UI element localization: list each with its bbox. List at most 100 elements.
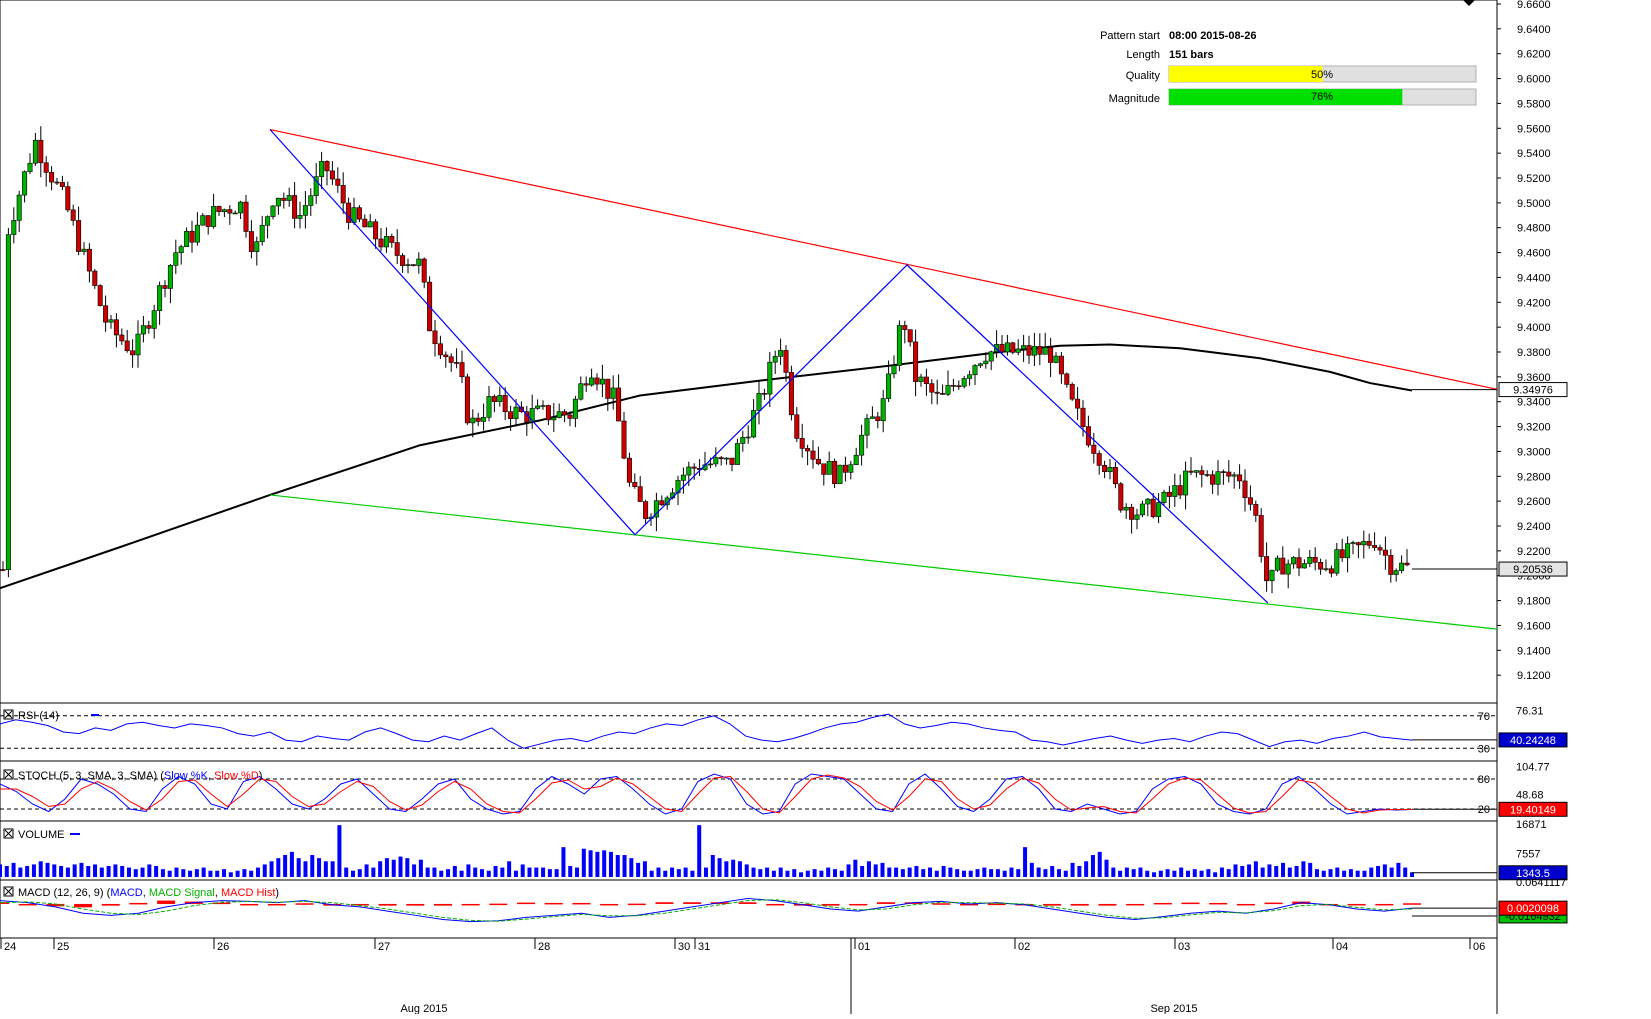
volume-bar: [541, 867, 546, 877]
candle: [1377, 544, 1383, 556]
ma-price-label: 9.34976: [1513, 385, 1553, 397]
price-tick-label: 9.4800: [1517, 223, 1551, 235]
candle: [972, 363, 978, 386]
pattern-info-panel: Pattern start 08:00 2015-08-26 Length 15…: [1100, 30, 1477, 106]
candle: [551, 402, 557, 433]
macd-hist-bar: [461, 903, 480, 906]
candle: [389, 233, 395, 248]
candle: [1015, 339, 1021, 356]
candle: [977, 362, 983, 368]
last-price-box: 9.20536: [1412, 561, 1568, 577]
candle: [432, 319, 438, 357]
volume-bar: [317, 858, 322, 877]
macd-hist-bar: [350, 903, 369, 906]
volume-bar: [235, 870, 240, 877]
volume-bar: [1335, 867, 1340, 877]
candle: [572, 395, 578, 428]
volume-bar: [771, 870, 776, 877]
volume-bar: [378, 861, 383, 877]
volume-bar: [86, 866, 91, 877]
volume-bar: [1070, 862, 1075, 877]
macd-hist-bar: [1043, 903, 1062, 906]
candle: [967, 370, 973, 386]
volume-bar: [758, 869, 763, 877]
candle: [535, 399, 541, 410]
volume-bar: [79, 862, 84, 877]
candle: [486, 385, 492, 422]
candle: [837, 464, 843, 485]
candle: [1334, 543, 1340, 576]
x-axis-day-label: 03: [1178, 941, 1190, 953]
stoch-value-label: 19.40149: [1510, 804, 1556, 816]
candle: [97, 284, 103, 307]
candle: [772, 350, 778, 374]
price-tick-label: 9.5800: [1517, 98, 1551, 110]
volume-bar: [1369, 867, 1374, 877]
svg-text:STOCH (5, 3, SMA, 3, SMA) (Slo: STOCH (5, 3, SMA, 3, SMA) (Slow %K, Slow…: [18, 770, 262, 782]
candle: [356, 205, 362, 223]
candle: [173, 239, 179, 275]
rsi-line: [0, 713, 1413, 749]
volume-bar: [744, 864, 749, 877]
candle: [729, 457, 735, 472]
candle: [891, 355, 897, 379]
scroll-marker-icon[interactable]: [1463, 0, 1475, 6]
price-tick-label: 9.5200: [1517, 173, 1551, 185]
magnitude-label: Magnitude: [1109, 93, 1160, 105]
price-tick-label: 9.3000: [1517, 446, 1551, 458]
macd-hist-bar: [1153, 902, 1172, 905]
indicator-tick-label: 0.0641117: [1516, 877, 1566, 889]
volume-bar: [765, 867, 770, 877]
candle: [869, 406, 875, 419]
volume-bar: [887, 867, 892, 877]
volume-bar: [839, 870, 844, 877]
candle: [659, 495, 665, 507]
candle: [265, 215, 271, 239]
volume-bar: [181, 869, 186, 877]
candle: [1075, 387, 1081, 421]
candle: [929, 379, 935, 405]
volume-bar: [799, 872, 804, 877]
candle: [842, 456, 848, 482]
candle: [1183, 461, 1189, 510]
volume-bar: [255, 867, 260, 877]
last-price-label: 9.20536: [1513, 564, 1553, 576]
candle: [162, 280, 168, 298]
length-label: Length: [1126, 49, 1160, 61]
volume-bar: [351, 870, 355, 877]
candle: [400, 253, 406, 273]
candle: [216, 205, 222, 216]
volume-bar: [1199, 870, 1204, 877]
candle: [794, 407, 800, 442]
candle: [1285, 559, 1291, 589]
candle: [832, 458, 838, 489]
candle: [724, 457, 730, 465]
candle: [734, 438, 740, 465]
volume-bar: [310, 855, 315, 877]
volume-bar: [961, 870, 966, 877]
candle: [1026, 335, 1032, 364]
pattern-start-value: 08:00 2015-08-26: [1169, 30, 1256, 42]
volume-bar: [174, 867, 179, 877]
volume-bar: [1009, 867, 1014, 877]
candle: [1226, 460, 1232, 483]
stoch-title: STOCH (5, 3, SMA, 3, SMA) (Slow %K, Slow…: [3, 769, 262, 782]
candle: [1307, 549, 1313, 568]
resistance-line: [269, 128, 1498, 390]
price-tick-label: 9.6000: [1517, 74, 1551, 86]
candle: [421, 257, 427, 289]
volume-bar: [59, 866, 64, 877]
candle: [59, 175, 65, 191]
candle: [1053, 352, 1059, 364]
macd-hist-bar: [18, 903, 37, 906]
volume-bar: [1172, 870, 1177, 877]
volume-bar: [846, 864, 851, 877]
stoch-legend-k: Slow %K: [164, 770, 209, 782]
candle: [616, 374, 622, 422]
volume-bar: [276, 858, 281, 877]
candle: [1123, 503, 1129, 519]
volume-bar: [1043, 869, 1048, 877]
candle: [778, 338, 784, 365]
candle: [211, 193, 217, 229]
